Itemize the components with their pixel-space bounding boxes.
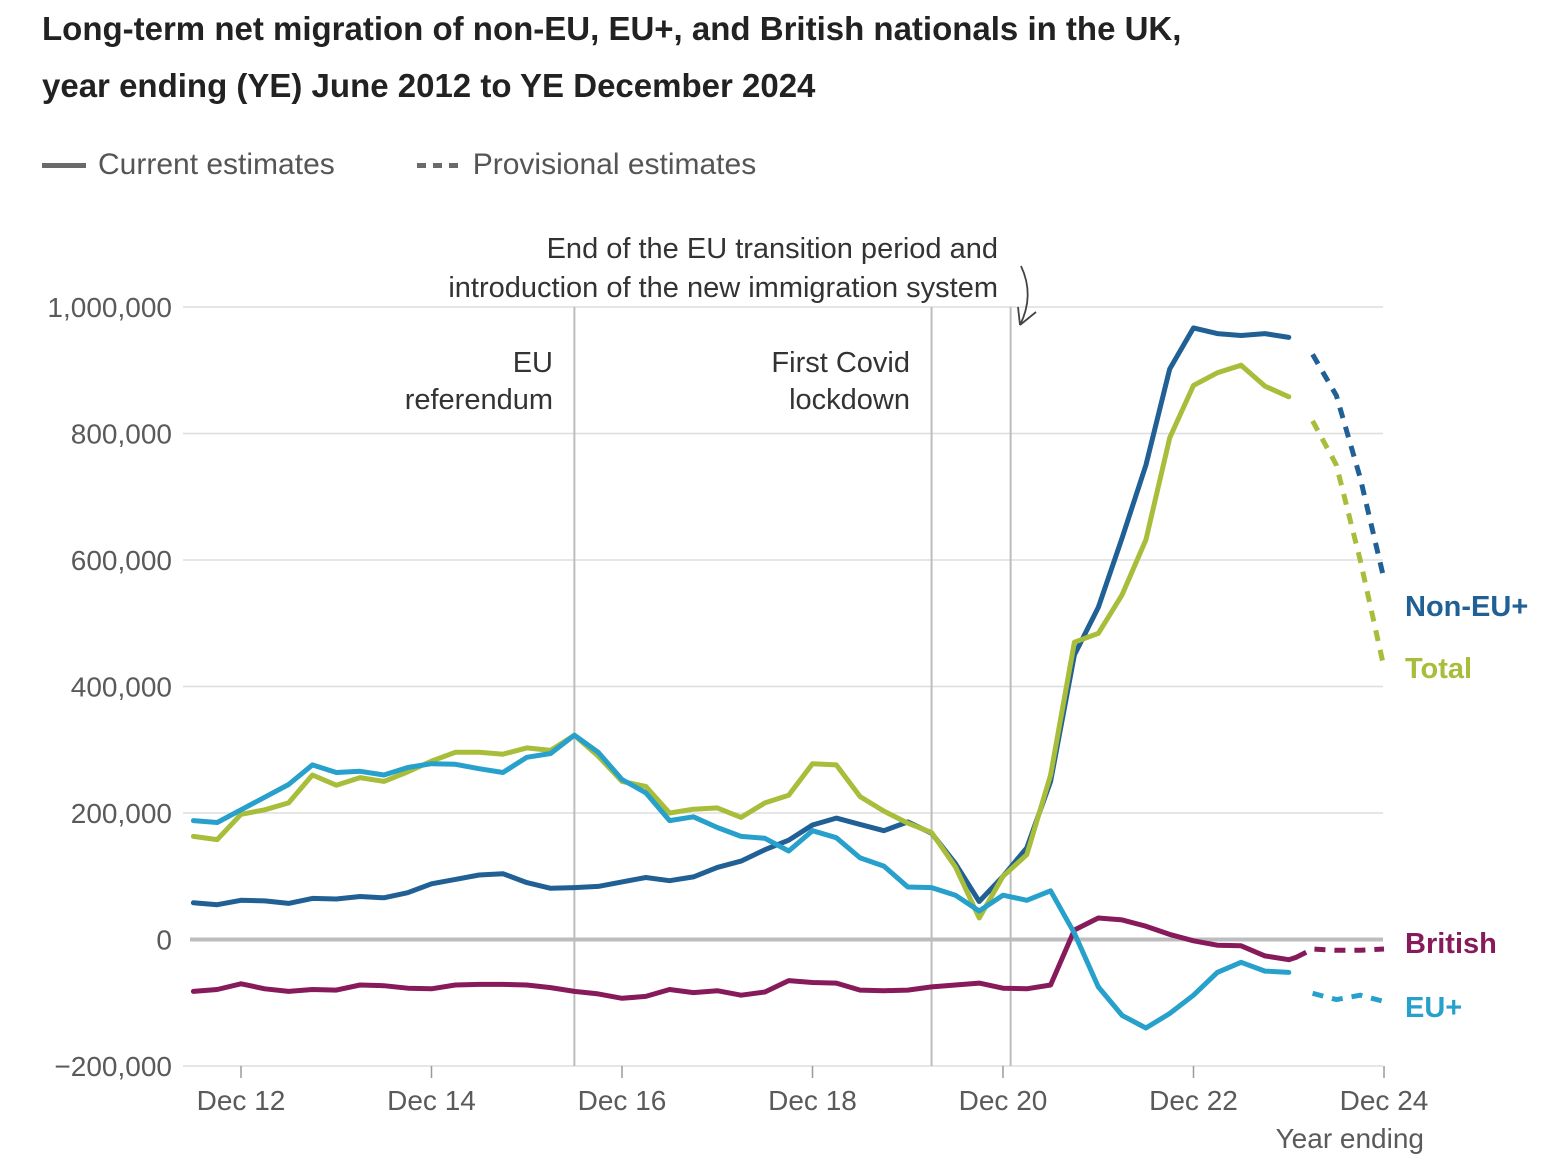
legend-label-current: Current estimates bbox=[98, 148, 335, 181]
arrowhead-icon bbox=[1017, 306, 1037, 326]
series-line-british bbox=[190, 915, 1299, 1001]
legend-item-current: Current estimates bbox=[42, 148, 335, 182]
series-label-british: British bbox=[1405, 928, 1497, 960]
y-tick-label: −200,000 bbox=[54, 1051, 172, 1082]
annotation-arrow-icon bbox=[1019, 265, 1029, 326]
series-labels: Non-EU+ Total British EU+ bbox=[1405, 591, 1528, 1024]
x-tick-label: Dec 20 bbox=[959, 1085, 1048, 1116]
x-tick-label: Dec 24 bbox=[1340, 1085, 1429, 1116]
legend-item-provisional: Provisional estimates bbox=[416, 148, 757, 182]
series-line-non-eu bbox=[190, 325, 1292, 908]
x-tick-label: Dec 14 bbox=[387, 1085, 476, 1116]
series-label-non-eu: Non-EU+ bbox=[1405, 591, 1528, 623]
annotation-text: referendum bbox=[405, 384, 553, 416]
series-label-total: Total bbox=[1405, 653, 1472, 685]
series-lines bbox=[190, 325, 1387, 1031]
chart-title-line-1: Long-term net migration of non-EU, EU+, … bbox=[42, 10, 1182, 47]
y-tick-label: 200,000 bbox=[71, 798, 172, 829]
y-tick-label: 0 bbox=[156, 925, 172, 956]
chart-title-line-2: year ending (YE) June 2012 to YE Decembe… bbox=[42, 67, 816, 104]
grid-lines bbox=[183, 306, 1383, 1067]
annotation-text: First Covid bbox=[771, 347, 910, 379]
y-tick-label: 600,000 bbox=[71, 545, 172, 576]
series-line-total bbox=[190, 362, 1292, 921]
x-tick-label: Dec 16 bbox=[578, 1085, 667, 1116]
y-tick-label: 400,000 bbox=[71, 672, 172, 703]
series-line-provisional-total bbox=[1310, 419, 1387, 669]
series-line-eu bbox=[190, 732, 1292, 1031]
legend-label-provisional: Provisional estimates bbox=[472, 148, 757, 181]
solid-line-swatch-icon bbox=[42, 162, 86, 168]
x-axis-label: Year ending bbox=[1276, 1123, 1424, 1154]
annotations: EU referendum First Covid lockdown End of th… bbox=[405, 233, 1037, 416]
y-tick-label: 800,000 bbox=[71, 419, 172, 450]
x-axis: Dec 12 Dec 14 Dec 16 Dec 18 Dec 20 Dec 22 Dec … bbox=[197, 1066, 1429, 1154]
x-tick-label: Dec 18 bbox=[768, 1085, 857, 1116]
x-tick-label: Dec 22 bbox=[1149, 1085, 1238, 1116]
chart-title: Long-term net migration of non-EU, EU+, … bbox=[42, 0, 1482, 114]
series-line-provisional-british bbox=[1295, 946, 1385, 960]
legend: Current estimates Provisional estimates bbox=[42, 143, 838, 187]
annotation-text: EU bbox=[513, 347, 553, 379]
series-label-eu: EU+ bbox=[1405, 992, 1462, 1024]
series-line-provisional-eu bbox=[1311, 990, 1385, 1004]
x-tick-label: Dec 12 bbox=[197, 1085, 286, 1116]
dashed-line-swatch-icon bbox=[416, 162, 461, 168]
reference-lines bbox=[573, 307, 1012, 1066]
annotation-text: End of the EU transition period and bbox=[547, 233, 998, 265]
annotation-text: lockdown bbox=[789, 384, 910, 416]
annotation-text: introduction of the new immigration syst… bbox=[448, 272, 998, 304]
y-tick-label: 1,000,000 bbox=[47, 292, 172, 323]
y-axis: 1,000,000 800,000 600,000 400,000 200,000 0 −2… bbox=[47, 292, 172, 1082]
series-line-provisional-non-eu bbox=[1310, 353, 1387, 580]
